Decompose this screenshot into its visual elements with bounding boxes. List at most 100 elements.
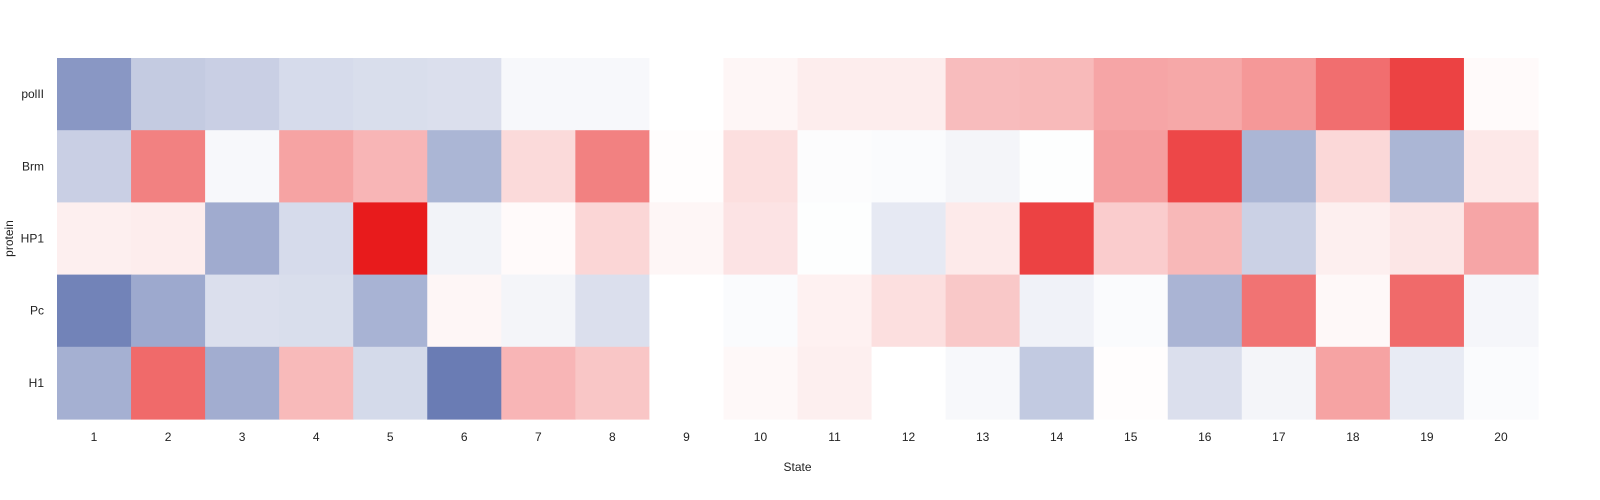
x-tick-label: 7 — [535, 430, 542, 444]
heatmap-cell-H1-20 — [1463, 346, 1539, 420]
heatmap-cell-Pc-13 — [945, 274, 1021, 348]
heatmap-cell-H1-17 — [1241, 346, 1317, 420]
heatmap-cell-H1-18 — [1315, 346, 1391, 420]
heatmap-cell-polII-8 — [575, 58, 650, 131]
heatmap-cell-polII-10 — [723, 58, 799, 131]
heatmap-cell-HP1-12 — [871, 202, 947, 276]
heatmap-cell-polII-7 — [501, 58, 576, 131]
x-tick-label: 8 — [609, 430, 616, 444]
heatmap-cell-HP1-1 — [57, 202, 132, 276]
heatmap-cell-Brm-8 — [575, 130, 650, 203]
heatmap-cell-Brm-11 — [797, 130, 873, 203]
heatmap-cell-Brm-9 — [649, 130, 725, 203]
heatmap-cell-H1-11 — [797, 346, 873, 420]
heatmap-cell-Pc-11 — [797, 274, 873, 348]
y-tick-label: polII — [21, 87, 44, 101]
cells-layer — [57, 58, 1539, 420]
heatmap-cell-polII-13 — [945, 58, 1021, 131]
heatmap-cell-polII-9 — [649, 58, 725, 131]
x-tick-label: 1 — [91, 430, 98, 444]
x-axis-title: State — [783, 460, 811, 474]
heatmap-cell-Brm-3 — [205, 130, 280, 203]
heatmap-cell-Pc-14 — [1019, 274, 1095, 348]
heatmap-cell-HP1-5 — [353, 202, 428, 276]
heatmap-cell-Pc-17 — [1241, 274, 1317, 348]
heatmap-cell-HP1-18 — [1315, 202, 1391, 276]
heatmap-cell-polII-11 — [797, 58, 873, 131]
y-tick-labels: polII Brm HP1 Pc H1 — [21, 87, 45, 390]
heatmap-cell-HP1-10 — [723, 202, 799, 276]
heatmap-cell-H1-2 — [131, 346, 206, 420]
heatmap-cell-Brm-14 — [1019, 130, 1095, 203]
x-tick-label: 12 — [902, 430, 916, 444]
heatmap-cell-H1-9 — [649, 346, 725, 420]
heatmap-cell-H1-5 — [353, 346, 428, 420]
x-tick-label: 20 — [1494, 430, 1508, 444]
x-tick-label: 17 — [1272, 430, 1286, 444]
heatmap-cell-Brm-16 — [1167, 130, 1243, 203]
heatmap-cell-Pc-20 — [1463, 274, 1539, 348]
heatmap-cell-HP1-7 — [501, 202, 576, 276]
heatmap-cell-Brm-17 — [1241, 130, 1317, 203]
x-tick-labels: 1 2 3 4 5 6 7 8 9 10 11 12 13 14 15 16 17 18 19 20 — [91, 430, 1508, 444]
heatmap-cell-Brm-12 — [871, 130, 947, 203]
heatmap-cell-H1-13 — [945, 346, 1021, 420]
heatmap-cell-HP1-13 — [945, 202, 1021, 276]
x-tick-label: 9 — [683, 430, 690, 444]
heatmap-cell-polII-6 — [427, 58, 502, 131]
y-axis-title: protein — [2, 220, 16, 257]
heatmap-cell-Brm-10 — [723, 130, 799, 203]
heatmap-cell-polII-17 — [1241, 58, 1317, 131]
heatmap-cell-Pc-1 — [57, 274, 132, 348]
heatmap-cell-polII-2 — [131, 58, 206, 131]
y-tick-label: Brm — [22, 159, 44, 173]
heatmap-cell-Pc-3 — [205, 274, 280, 348]
heatmap-cell-HP1-6 — [427, 202, 502, 276]
heatmap-cell-HP1-15 — [1093, 202, 1169, 276]
x-tick-label: 15 — [1124, 430, 1138, 444]
heatmap-cell-Brm-15 — [1093, 130, 1169, 203]
heatmap-cell-Pc-19 — [1389, 274, 1465, 348]
heatmap-cell-polII-12 — [871, 58, 947, 131]
heatmap-cell-Brm-1 — [57, 130, 132, 203]
heatmap-cell-Brm-7 — [501, 130, 576, 203]
heatmap-cell-H1-3 — [205, 346, 280, 420]
heatmap-cell-H1-1 — [57, 346, 132, 420]
heatmap-cell-polII-16 — [1167, 58, 1243, 131]
x-tick-label: 3 — [239, 430, 246, 444]
heatmap-cell-H1-12 — [871, 346, 947, 420]
heatmap-cell-polII-15 — [1093, 58, 1169, 131]
heatmap-cell-H1-15 — [1093, 346, 1169, 420]
x-tick-label: 10 — [754, 430, 768, 444]
heatmap-cell-H1-16 — [1167, 346, 1243, 420]
heatmap-cell-HP1-11 — [797, 202, 873, 276]
heatmap-cell-H1-6 — [427, 346, 502, 420]
heatmap-cell-polII-3 — [205, 58, 280, 131]
heatmap-cell-H1-19 — [1389, 346, 1465, 420]
heatmap-cell-Brm-6 — [427, 130, 502, 203]
heatmap-cell-Pc-15 — [1093, 274, 1169, 348]
heatmap-cell-H1-14 — [1019, 346, 1095, 420]
heatmap-cell-HP1-19 — [1389, 202, 1465, 276]
heatmap-cell-Pc-8 — [575, 274, 650, 348]
heatmap-cell-Pc-12 — [871, 274, 947, 348]
heatmap-cell-Pc-18 — [1315, 274, 1391, 348]
heatmap-cell-Brm-18 — [1315, 130, 1391, 203]
heatmap-cell-HP1-20 — [1463, 202, 1539, 276]
heatmap-cell-H1-4 — [279, 346, 354, 420]
heatmap-cell-Pc-5 — [353, 274, 428, 348]
heatmap-cell-Brm-19 — [1389, 130, 1465, 203]
heatmap-cell-HP1-8 — [575, 202, 650, 276]
heatmap-cell-HP1-9 — [649, 202, 725, 276]
heatmap-cell-polII-5 — [353, 58, 428, 131]
heatmap-cell-HP1-2 — [131, 202, 206, 276]
heatmap-cell-HP1-14 — [1019, 202, 1095, 276]
heatmap-cell-H1-10 — [723, 346, 799, 420]
heatmap-cell-Pc-10 — [723, 274, 799, 348]
heatmap-cell-Pc-6 — [427, 274, 502, 348]
heatmap-cell-HP1-3 — [205, 202, 280, 276]
heatmap-cell-Pc-4 — [279, 274, 354, 348]
x-tick-label: 5 — [387, 430, 394, 444]
